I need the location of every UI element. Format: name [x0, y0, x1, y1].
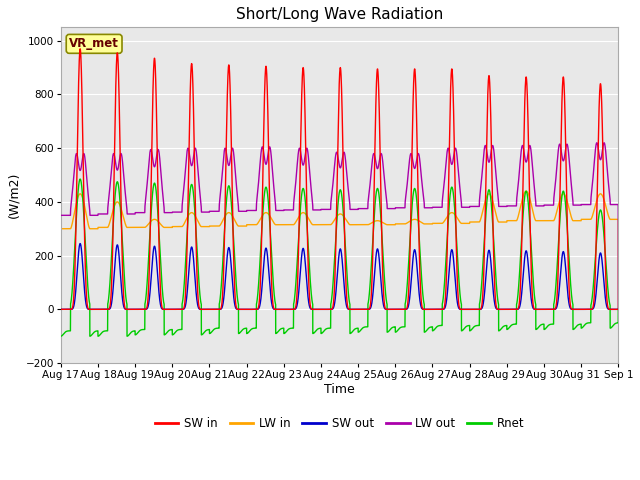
Y-axis label: (W/m2): (W/m2): [7, 172, 20, 218]
Text: VR_met: VR_met: [69, 37, 119, 50]
Legend: SW in, LW in, SW out, LW out, Rnet: SW in, LW in, SW out, LW out, Rnet: [150, 413, 529, 435]
Title: Short/Long Wave Radiation: Short/Long Wave Radiation: [236, 7, 443, 22]
X-axis label: Time: Time: [324, 383, 355, 396]
